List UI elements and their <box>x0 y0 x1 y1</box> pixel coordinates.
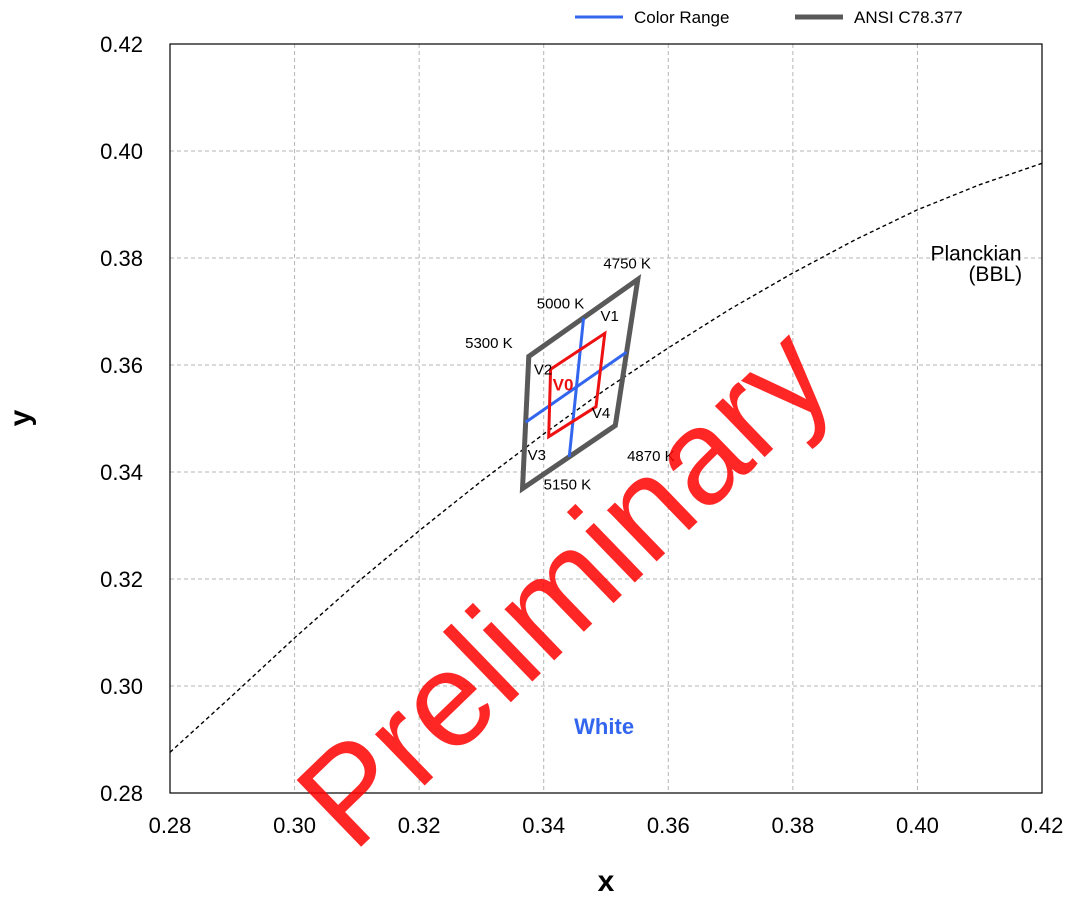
y-tick-label: 0.38 <box>100 246 143 271</box>
x-tick-label: 0.42 <box>1021 813 1064 838</box>
annotation-label: V0 <box>553 376 574 395</box>
annotation-label: V1 <box>601 308 619 325</box>
v0-bin-quadrangle <box>547 330 607 440</box>
y-tick-label: 0.36 <box>100 353 143 378</box>
annotation-label: V3 <box>528 447 546 464</box>
legend-label: Color Range <box>634 8 729 27</box>
annotation-label: V2 <box>534 362 552 379</box>
series-layer <box>519 273 642 494</box>
annotation-label: 4870 K <box>627 448 675 465</box>
plot-frame <box>169 43 1043 794</box>
planckian-curve <box>169 162 1043 753</box>
x-tick-label: 0.38 <box>771 813 814 838</box>
grid <box>170 44 1042 793</box>
annotation-label: Planckian <box>930 243 1021 266</box>
annotation-label: White <box>574 714 634 739</box>
legend: Color Range ANSI C78.377 <box>575 8 963 27</box>
color-range-line <box>524 350 628 424</box>
ansi-quadrangle <box>519 273 642 494</box>
annotation-label: 5150 K <box>544 477 592 494</box>
x-tick-label: 0.36 <box>647 813 690 838</box>
y-tick-label: 0.32 <box>100 567 143 592</box>
x-tick-label: 0.40 <box>896 813 939 838</box>
annotation-label: 5300 K <box>465 335 513 352</box>
annotation-label: V4 <box>592 405 610 422</box>
y-tick-label: 0.28 <box>100 781 143 806</box>
y-axis-title: y <box>4 409 37 426</box>
x-tick-label: 0.30 <box>273 813 316 838</box>
annotation-label: 4750 K <box>603 256 651 273</box>
x-tick-label: 0.28 <box>149 813 192 838</box>
y-tick-label: 0.40 <box>100 139 143 164</box>
x-tick-label: 0.34 <box>522 813 565 838</box>
y-tick-label: 0.34 <box>100 460 143 485</box>
plot-background <box>170 44 1042 793</box>
legend-label: ANSI C78.377 <box>854 8 963 27</box>
y-tick-label: 0.42 <box>100 32 143 57</box>
annotation-label: (BBL) <box>968 263 1022 286</box>
tick-labels: 0.28 0.30 0.32 0.34 0.36 0.38 0.40 0.42 0.28 0.30… <box>100 32 1063 838</box>
y-tick-label: 0.30 <box>100 674 143 699</box>
planckian-layer <box>169 162 1043 753</box>
x-tick-label: 0.32 <box>398 813 441 838</box>
annotation-label: 5000 K <box>537 295 585 312</box>
x-axis-title: x <box>598 865 615 897</box>
